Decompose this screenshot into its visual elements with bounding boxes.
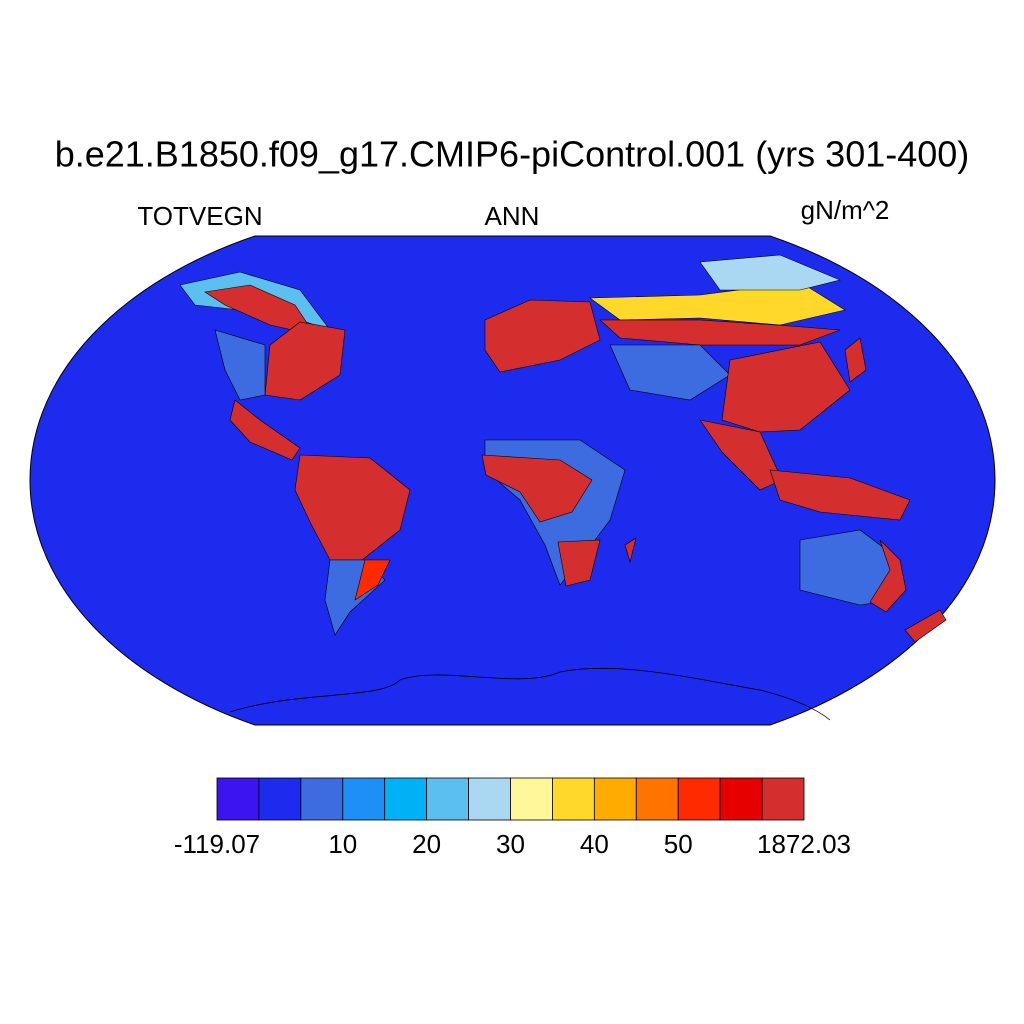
colorbar-box — [719, 777, 763, 821]
colorbar-label: 30 — [496, 829, 525, 859]
vegetation-patches — [179, 254, 947, 643]
patch — [699, 254, 841, 291]
patch — [481, 454, 593, 523]
colorbar-box — [342, 777, 386, 821]
patch — [769, 469, 911, 521]
season: ANN — [485, 201, 540, 231]
units: gN/m^2 — [801, 195, 890, 225]
patch — [904, 609, 947, 643]
patch — [589, 281, 846, 326]
colorbar-box — [635, 777, 679, 821]
antarctica-coast — [229, 667, 831, 721]
patch — [869, 539, 907, 613]
colorbar-box — [426, 777, 469, 821]
colorbar-label: 1872.03 — [757, 829, 851, 859]
patch — [721, 341, 851, 433]
colorbar-box — [468, 777, 511, 821]
patch — [609, 344, 731, 401]
colorbar-box — [761, 777, 805, 821]
title: b.e21.B1850.f09_g17.CMIP6-piControl.001 … — [55, 134, 970, 175]
colorbar-box — [300, 777, 344, 821]
patch — [844, 337, 867, 383]
colorbar-box — [216, 777, 260, 821]
patch — [599, 319, 841, 346]
colorbar-box — [593, 777, 637, 821]
patch — [214, 329, 266, 401]
colorbar-box — [258, 777, 302, 821]
colorbar-box — [552, 777, 595, 821]
patch — [624, 537, 637, 564]
colorbar-label: 10 — [328, 829, 357, 859]
colorbar: -119.07 10 20 30 40 50 1872.03 — [174, 777, 851, 859]
colorbar-box — [510, 777, 553, 821]
colorbar-label: 20 — [412, 829, 441, 859]
colorbar-box — [677, 777, 721, 821]
colorbar-label: 40 — [580, 829, 609, 859]
colorbar-label: -119.07 — [174, 829, 260, 859]
variable-name: TOTVEGN — [137, 201, 262, 231]
colorbar-label: 50 — [664, 829, 693, 859]
patch — [699, 419, 783, 491]
colorbar-box — [384, 777, 428, 821]
patch — [229, 399, 301, 461]
patch — [354, 559, 391, 601]
patch — [557, 539, 601, 587]
map — [29, 235, 996, 726]
patch — [484, 299, 601, 373]
